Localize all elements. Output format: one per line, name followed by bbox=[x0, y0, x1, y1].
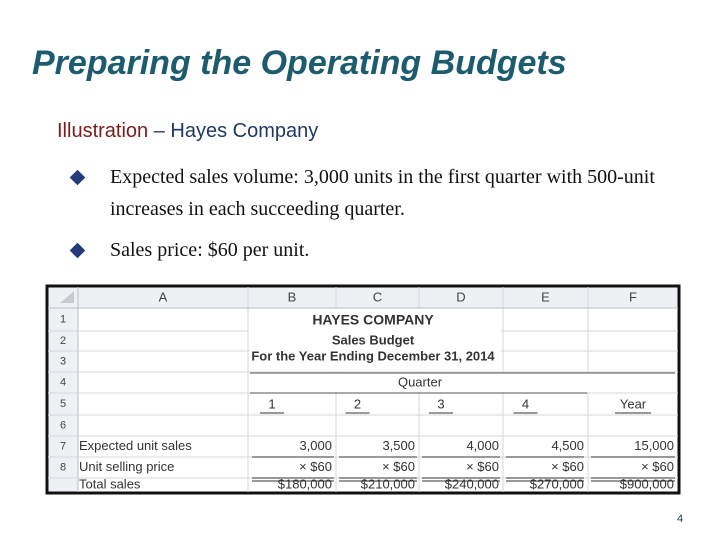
cell-value: × $60 bbox=[466, 459, 499, 474]
sheet-frame bbox=[45, 284, 681, 495]
column-header: A bbox=[159, 289, 168, 304]
cell-value: × $60 bbox=[641, 459, 674, 474]
column-head: 3 bbox=[437, 396, 444, 411]
bullet-text: Expected sales volume: 3,000 units in th… bbox=[110, 166, 655, 220]
row-header: 8 bbox=[60, 461, 66, 473]
company-name: HAYES COMPANY bbox=[312, 312, 434, 328]
bullet-text: Sales price: $60 per unit. bbox=[110, 239, 310, 261]
cell-value: $270,000 bbox=[530, 476, 584, 491]
cell-value: 4,500 bbox=[551, 438, 584, 453]
row-header: 6 bbox=[60, 419, 66, 431]
column-header: B bbox=[288, 289, 297, 304]
cell-value: 3,000 bbox=[299, 438, 332, 453]
row-header: 4 bbox=[60, 376, 66, 388]
merged-cell bbox=[249, 373, 677, 392]
cell-value: 3,500 bbox=[382, 438, 415, 453]
bullet-marker bbox=[69, 169, 86, 186]
column-header: E bbox=[541, 289, 550, 304]
cell-value: × $60 bbox=[382, 459, 415, 474]
cell-value: 4,000 bbox=[466, 438, 499, 453]
row-label: Total sales bbox=[79, 476, 141, 491]
column-header-bar bbox=[48, 287, 678, 308]
cell-value: $900,000 bbox=[620, 476, 674, 491]
report-name: Sales Budget bbox=[332, 332, 415, 347]
column-header: F bbox=[629, 289, 637, 304]
group-header: Quarter bbox=[398, 374, 443, 389]
report-period: For the Year Ending December 31, 2014 bbox=[251, 348, 495, 363]
cell-value: × $60 bbox=[551, 459, 584, 474]
row-label: Unit selling price bbox=[79, 459, 174, 474]
cell-value: $240,000 bbox=[445, 476, 499, 491]
subtitle-label: Illustration bbox=[57, 120, 149, 142]
subtitle: Illustration – Hayes Company bbox=[57, 120, 318, 143]
slide-title: Preparing the Operating Budgets bbox=[32, 44, 567, 82]
column-head: Year bbox=[620, 396, 647, 411]
page-number: 4 bbox=[677, 513, 684, 525]
cell-value: $180,000 bbox=[278, 476, 332, 491]
column-head: 4 bbox=[522, 396, 529, 411]
row-header: 7 bbox=[60, 440, 66, 452]
row-header-bar bbox=[48, 287, 79, 492]
column-head: 2 bbox=[354, 396, 361, 411]
column-head: 1 bbox=[268, 396, 275, 411]
bullet-marker bbox=[69, 242, 86, 259]
row-label: Expected unit sales bbox=[79, 438, 192, 453]
row-header: 1 bbox=[60, 313, 66, 325]
row-header: 2 bbox=[60, 335, 66, 347]
merged-cell bbox=[249, 309, 501, 371]
column-header: D bbox=[456, 289, 465, 304]
subtitle-text: – Hayes Company bbox=[153, 120, 319, 142]
cell-value: 15,000 bbox=[634, 438, 674, 453]
column-header: C bbox=[373, 289, 382, 304]
row-header: 3 bbox=[60, 355, 66, 367]
cell-value: $210,000 bbox=[361, 476, 415, 491]
row-header: 5 bbox=[60, 398, 66, 410]
cell-value: × $60 bbox=[299, 459, 332, 474]
select-all bbox=[60, 291, 74, 303]
